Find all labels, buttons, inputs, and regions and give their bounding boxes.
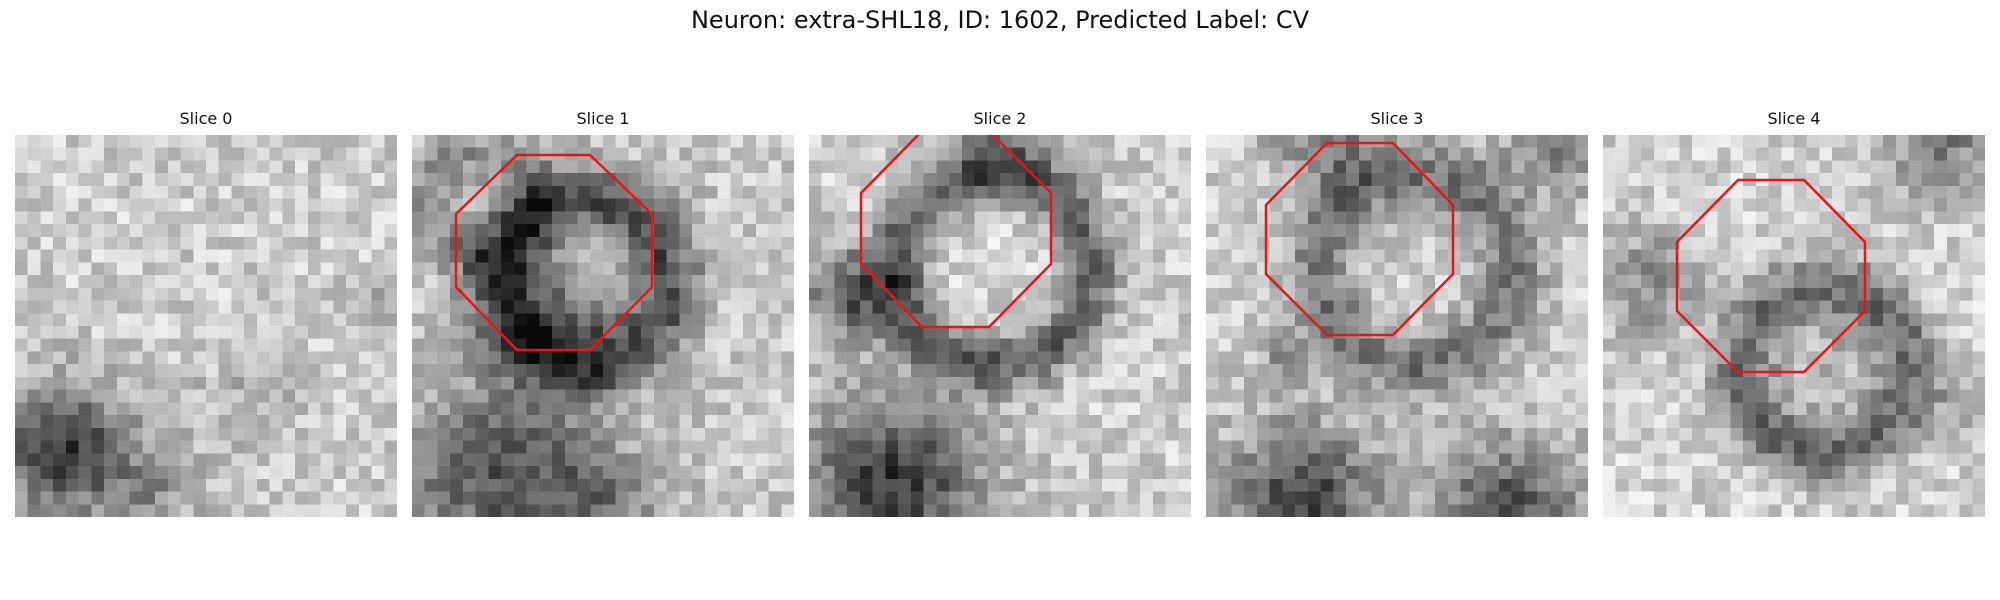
microscopy-image <box>1603 135 1985 517</box>
slice-title: Slice 4 <box>1767 109 1821 128</box>
slice-panel-1: Slice 1 <box>412 109 794 517</box>
slice-title: Slice 1 <box>576 109 630 128</box>
slice-panel-2: Slice 2 <box>809 109 1191 517</box>
microscopy-image <box>15 135 397 517</box>
microscopy-image <box>412 135 794 517</box>
roi-octagon <box>1675 178 1867 374</box>
microscopy-image <box>1206 135 1588 517</box>
slice-title: Slice 3 <box>1370 109 1424 128</box>
roi-octagon <box>859 135 1053 329</box>
roi-octagon <box>1264 141 1455 337</box>
slice-panel-3: Slice 3 <box>1206 109 1588 517</box>
figure-title: Neuron: extra-SHL18, ID: 1602, Predicted… <box>690 6 1310 34</box>
microscopy-image <box>809 135 1191 517</box>
slice-title: Slice 0 <box>179 109 233 128</box>
slice-panel-0: Slice 0 <box>15 109 397 517</box>
slice-panel-4: Slice 4 <box>1603 109 1985 517</box>
roi-octagon <box>454 153 654 352</box>
slice-title: Slice 2 <box>973 109 1027 128</box>
